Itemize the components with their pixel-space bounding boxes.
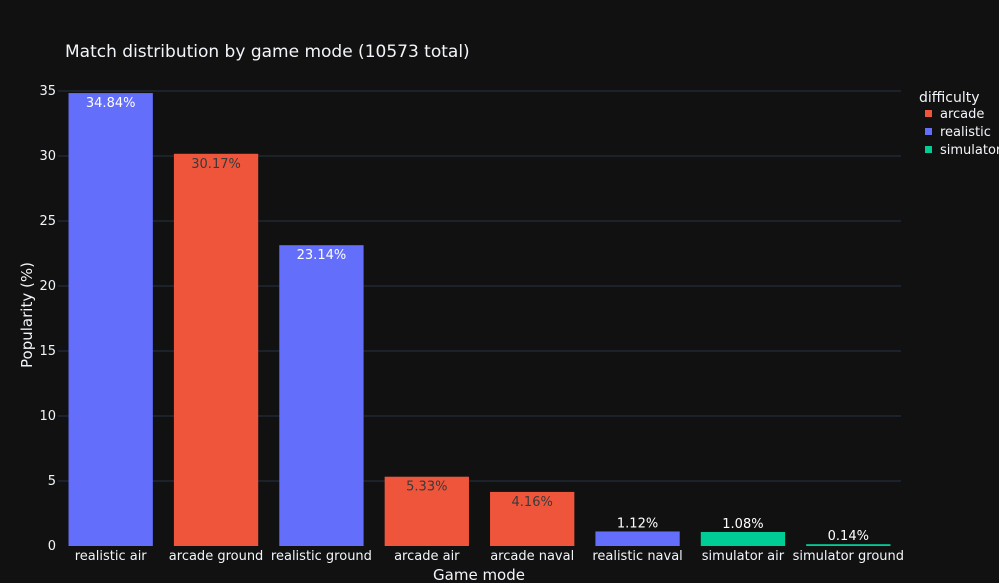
bar-data-label: 1.08% [722,517,763,532]
y-axis-title: Popularity (%) [18,262,36,368]
legend-title: difficulty [919,90,980,106]
y-tick-label: 15 [39,344,56,359]
legend-item-label[interactable]: arcade [940,107,984,122]
bar-data-label: 0.14% [828,529,869,544]
y-tick-label: 20 [39,279,56,294]
legend-item-label[interactable]: simulator [940,143,999,158]
chart-title: Match distribution by game mode (10573 t… [65,42,470,62]
x-axis-title: Game mode [433,566,525,583]
legend-swatch [925,128,932,135]
x-tick-label: arcade air [394,549,460,564]
bar-data-label: 34.84% [86,96,136,111]
bar[interactable] [279,245,364,546]
x-tick-label: realistic naval [592,549,683,564]
x-ticks: realistic air arcade ground realistic grou… [75,549,904,564]
legend-swatch [925,110,932,117]
x-tick-label: simulator air [702,549,785,564]
y-tick-label: 35 [39,84,56,99]
legend-swatch [925,146,932,153]
bar[interactable] [700,531,786,546]
bar-data-label: 23.14% [297,248,347,263]
x-tick-label: realistic ground [271,549,372,564]
bar-data-label: 1.12% [617,516,658,531]
y-tick-label: 5 [48,474,56,489]
bar[interactable] [384,476,469,546]
x-tick-label: simulator ground [793,549,904,564]
bar-data-label: 30.17% [191,157,241,172]
y-tick-label: 25 [39,214,56,229]
x-tick-label: realistic air [75,549,148,564]
x-tick-label: arcade ground [169,549,264,564]
y-tick-label: 10 [39,409,56,424]
bar-data-label: 5.33% [406,480,447,495]
bar[interactable] [595,531,680,546]
bar[interactable] [173,153,259,547]
bars: 34.84% 30.17% 23.14% 5.33% 4.16% 1.12% 1.08% 0.… [68,93,891,547]
bar[interactable] [68,93,153,546]
bar[interactable] [806,544,891,546]
bar-data-label: 4.16% [512,495,553,510]
y-tick-label: 0 [48,539,56,554]
x-tick-label: arcade naval [490,549,574,564]
y-tick-label: 30 [39,149,56,164]
legend: difficulty arcade realistic simulator [919,90,999,158]
y-ticks: 0 5 10 15 20 25 30 35 [39,84,56,554]
legend-item-label[interactable]: realistic [940,125,991,140]
bar[interactable] [490,491,575,546]
